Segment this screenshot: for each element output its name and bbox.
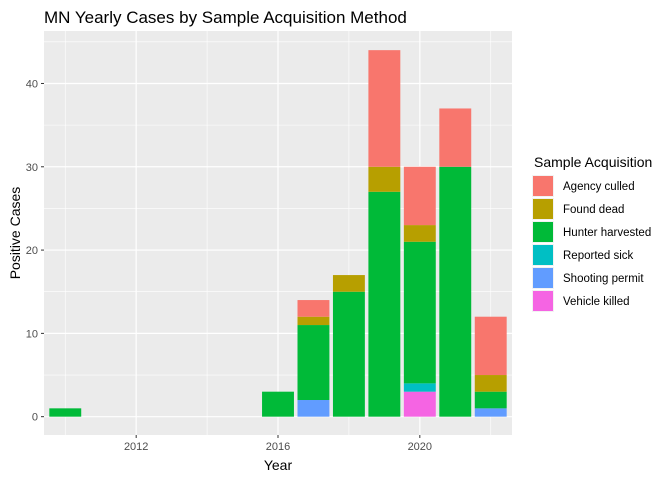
bar-segment-2017-found-dead [297, 316, 330, 326]
bar-segment-2022-shooting-permit [474, 408, 507, 417]
bar-segment-2017-shooting-permit [297, 400, 330, 417]
y-tick-label: 30 [26, 162, 38, 174]
bar-segment-2017-hunter-harvested [297, 325, 330, 401]
y-axis-title: Positive Cases [7, 187, 23, 280]
legend-label: Agency culled [563, 181, 635, 193]
bar-segment-2019-found-dead [368, 166, 401, 192]
bar-segment-2021-agency-culled [439, 108, 472, 167]
bar-segment-2019-agency-culled [368, 50, 401, 167]
y-tick-label: 10 [26, 328, 38, 340]
legend-label: Found dead [563, 204, 624, 216]
x-tick-label: 2020 [408, 441, 432, 453]
legend-title: Sample Acquisition [534, 154, 652, 170]
bar-segment-2019-hunter-harvested [368, 191, 401, 417]
bar-segment-2020-reported-sick [403, 383, 436, 392]
bar-segment-2021-hunter-harvested [439, 166, 472, 417]
legend-label: Reported sick [563, 250, 634, 262]
y-tick-label: 40 [26, 78, 38, 90]
legend-swatch [533, 176, 553, 196]
legend-label: Vehicle killed [563, 296, 629, 308]
bar-segment-2020-vehicle-killed [403, 391, 436, 417]
y-axis-ticks: 0 10 20 30 40 [26, 78, 44, 424]
bar-segment-2016-hunter-harvested [262, 391, 294, 417]
legend: Sample Acquisition Agency culled Found de… [532, 154, 652, 312]
bar-segment-2017-agency-culled [297, 300, 330, 317]
y-tick-label: 20 [26, 245, 38, 257]
bar-segment-2020-found-dead [403, 225, 436, 242]
bars [49, 50, 507, 417]
x-axis-title: Year [264, 457, 293, 473]
x-axis-ticks: 2012 2016 2020 [124, 435, 432, 453]
legend-label: Shooting permit [563, 273, 644, 285]
legend-swatch [533, 291, 553, 311]
legend-swatch [533, 222, 553, 242]
bar-segment-2018-found-dead [332, 275, 365, 292]
legend-swatch [533, 268, 553, 288]
x-tick-label: 2012 [124, 441, 148, 453]
x-tick-label: 2016 [266, 441, 290, 453]
bar-segment-2018-hunter-harvested [332, 291, 365, 417]
bar-segment-2022-found-dead [474, 375, 507, 392]
bar-segment-2020-hunter-harvested [403, 241, 436, 384]
legend-swatch [533, 245, 553, 265]
y-tick-label: 0 [32, 412, 38, 424]
chart-title: MN Yearly Cases by Sample Acquisition Me… [44, 8, 407, 27]
legend-swatch [533, 199, 553, 219]
bar-segment-2020-agency-culled [403, 166, 436, 226]
bar-segment-2022-agency-culled [474, 316, 507, 376]
bar-segment-2010-hunter-harvested [49, 408, 82, 417]
legend-label: Hunter harvested [563, 227, 651, 239]
bar-segment-2022-hunter-harvested [474, 391, 507, 409]
